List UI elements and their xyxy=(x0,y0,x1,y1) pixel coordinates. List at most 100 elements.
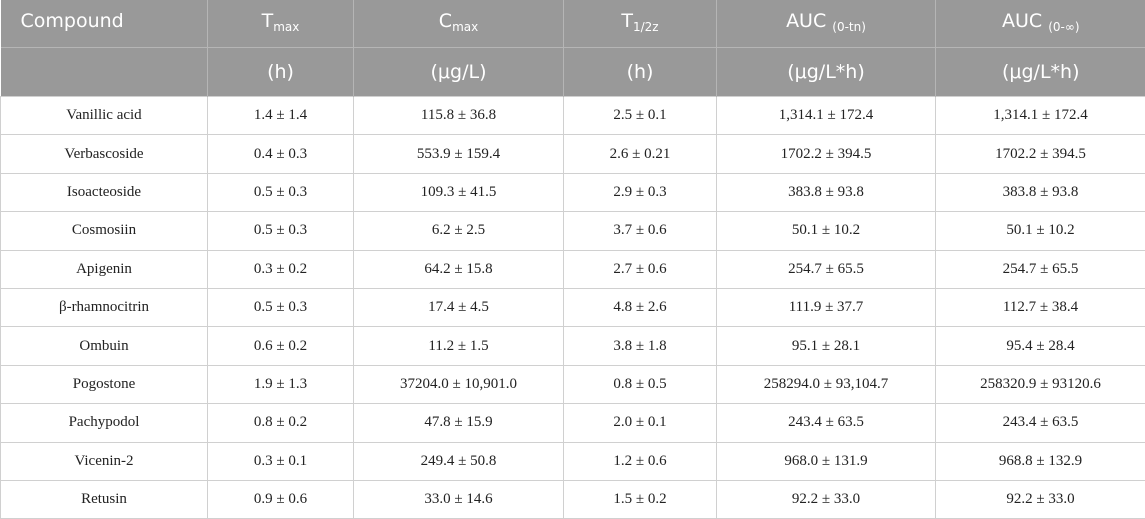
column-title: AUC xyxy=(786,10,827,32)
column-header: AUC (0-tn) xyxy=(716,0,936,48)
value-cell: 95.1 ± 28.1 xyxy=(716,326,936,366)
column-title: T xyxy=(261,10,274,32)
value-cell: 258320.9 ± 93120.6 xyxy=(935,364,1145,405)
column-header: Cmax xyxy=(353,0,564,48)
value-cell: 50.1 ± 10.2 xyxy=(716,211,936,251)
units-cell: (μg/L*h) xyxy=(935,47,1145,97)
column-header: Compound xyxy=(0,0,208,48)
column-subscript: (0-tn) xyxy=(832,20,866,34)
value-cell: 1.2 ± 0.6 xyxy=(563,441,717,481)
value-cell: 0.5 ± 0.3 xyxy=(207,172,354,213)
compound-cell: Isoacteoside xyxy=(0,172,208,213)
value-cell: 1702.2 ± 394.5 xyxy=(716,134,936,174)
column-title: T xyxy=(621,10,633,32)
units-cell: (μg/L) xyxy=(353,47,564,97)
value-cell: 115.8 ± 36.8 xyxy=(353,95,564,136)
compound-cell: Retusin xyxy=(0,479,208,519)
value-cell: 47.8 ± 15.9 xyxy=(353,403,564,443)
value-cell: 0.6 ± 0.2 xyxy=(207,326,354,366)
value-cell: 95.4 ± 28.4 xyxy=(935,326,1145,366)
value-cell: 50.1 ± 10.2 xyxy=(935,211,1145,251)
value-cell: 33.0 ± 14.6 xyxy=(353,479,564,519)
value-cell: 111.9 ± 37.7 xyxy=(716,287,936,328)
value-cell: 64.2 ± 15.8 xyxy=(353,249,564,289)
table-row: Pachypodol 0.8 ± 0.2 47.8 ± 15.9 2.0 ± 0.1 2… xyxy=(0,403,1145,443)
units-cell: (μg/L*h) xyxy=(716,47,936,97)
value-cell: 254.7 ± 65.5 xyxy=(935,249,1145,289)
value-cell: 3.7 ± 0.6 xyxy=(563,211,717,251)
value-cell: 112.7 ± 38.4 xyxy=(935,287,1145,328)
value-cell: 4.8 ± 2.6 xyxy=(563,287,717,328)
value-cell: 1,314.1 ± 172.4 xyxy=(716,95,936,136)
value-cell: 2.9 ± 0.3 xyxy=(563,172,717,213)
value-cell: 0.5 ± 0.3 xyxy=(207,287,354,328)
value-cell: 383.8 ± 93.8 xyxy=(935,172,1145,213)
column-header: AUC (0-∞) xyxy=(935,0,1145,48)
value-cell: 2.5 ± 0.1 xyxy=(563,95,717,136)
compound-cell: Verbascoside xyxy=(0,134,208,174)
value-cell: 1.4 ± 1.4 xyxy=(207,95,354,136)
compound-cell: Pachypodol xyxy=(0,403,208,443)
table-row: Verbascoside 0.4 ± 0.3 553.9 ± 159.4 2.6 ± … xyxy=(0,134,1145,174)
value-cell: 11.2 ± 1.5 xyxy=(353,326,564,366)
table-row: Cosmosiin 0.5 ± 0.3 6.2 ± 2.5 3.7 ± 0.6 50.1… xyxy=(0,211,1145,251)
table-row: Apigenin 0.3 ± 0.2 64.2 ± 15.8 2.7 ± 0.6 254… xyxy=(0,249,1145,289)
units-cell xyxy=(0,47,208,97)
value-cell: 1,314.1 ± 172.4 xyxy=(935,95,1145,136)
value-cell: 17.4 ± 4.5 xyxy=(353,287,564,328)
value-cell: 0.8 ± 0.2 xyxy=(207,403,354,443)
value-cell: 6.2 ± 2.5 xyxy=(353,211,564,251)
table-row: Retusin 0.9 ± 0.6 33.0 ± 14.6 1.5 ± 0.2 92.2… xyxy=(0,479,1145,519)
value-cell: 1.9 ± 1.3 xyxy=(207,364,354,405)
value-cell: 383.8 ± 93.8 xyxy=(716,172,936,213)
header-row: Compound Tmax Cmax T1/2z AUC (0-tn) AUC (0-∞) xyxy=(0,0,1145,48)
value-cell: 2.0 ± 0.1 xyxy=(563,403,717,443)
value-cell: 0.8 ± 0.5 xyxy=(563,364,717,405)
column-subscript: 1/2z xyxy=(632,20,659,34)
value-cell: 553.9 ± 159.4 xyxy=(353,134,564,174)
value-cell: 0.4 ± 0.3 xyxy=(207,134,354,174)
value-cell: 0.9 ± 0.6 xyxy=(207,479,354,519)
compound-cell: Vicenin-2 xyxy=(0,441,208,481)
column-header: Tmax xyxy=(207,0,354,48)
value-cell: 109.3 ± 41.5 xyxy=(353,172,564,213)
table-row: β-rhamnocitrin 0.5 ± 0.3 17.4 ± 4.5 4.8 ± 2… xyxy=(0,287,1145,328)
table-row: Isoacteoside 0.5 ± 0.3 109.3 ± 41.5 2.9 ± 0… xyxy=(0,172,1145,213)
value-cell: 968.8 ± 132.9 xyxy=(935,441,1145,481)
value-cell: 258294.0 ± 93,104.7 xyxy=(716,364,936,405)
column-title: AUC xyxy=(1001,10,1043,32)
compound-cell: Apigenin xyxy=(0,249,208,289)
column-header: T1/2z xyxy=(563,0,717,48)
compound-cell: Ombuin xyxy=(0,326,208,366)
table-row: Vicenin-2 0.3 ± 0.1 249.4 ± 50.8 1.2 ± 0.6 9… xyxy=(0,441,1145,481)
value-cell: 254.7 ± 65.5 xyxy=(716,249,936,289)
value-cell: 243.4 ± 63.5 xyxy=(716,403,936,443)
value-cell: 92.2 ± 33.0 xyxy=(716,479,936,519)
table-row: Vanillic acid 1.4 ± 1.4 115.8 ± 36.8 2.5 ± … xyxy=(0,95,1145,136)
compound-cell: Vanillic acid xyxy=(0,95,208,136)
table-row: Ombuin 0.6 ± 0.2 11.2 ± 1.5 3.8 ± 1.8 95.1 ±… xyxy=(0,326,1145,366)
compound-cell: β-rhamnocitrin xyxy=(0,287,208,328)
value-cell: 1702.2 ± 394.5 xyxy=(935,134,1145,174)
table-header: Compound Tmax Cmax T1/2z AUC (0-tn) AUC (0-∞)… xyxy=(0,0,1145,97)
table-row: Pogostone 1.9 ± 1.3 37204.0 ± 10,901.0 0.8 … xyxy=(0,364,1145,405)
value-cell: 2.6 ± 0.21 xyxy=(563,134,717,174)
column-title: C xyxy=(438,10,453,32)
value-cell: 249.4 ± 50.8 xyxy=(353,441,564,481)
value-cell: 0.3 ± 0.1 xyxy=(207,441,354,481)
value-cell: 968.0 ± 131.9 xyxy=(716,441,936,481)
value-cell: 2.7 ± 0.6 xyxy=(563,249,717,289)
value-cell: 243.4 ± 63.5 xyxy=(935,403,1145,443)
compound-cell: Cosmosiin xyxy=(0,211,208,251)
value-cell: 0.3 ± 0.2 xyxy=(207,249,354,289)
value-cell: 37204.0 ± 10,901.0 xyxy=(353,364,564,405)
compound-cell: Pogostone xyxy=(0,364,208,405)
value-cell: 92.2 ± 33.0 xyxy=(935,479,1145,519)
column-subscript: (0-∞) xyxy=(1048,20,1080,34)
units-cell: (h) xyxy=(563,47,717,97)
value-cell: 3.8 ± 1.8 xyxy=(563,326,717,366)
table-body: Vanillic acid 1.4 ± 1.4 115.8 ± 36.8 2.5 ± … xyxy=(0,95,1145,519)
units-cell: (h) xyxy=(207,47,354,97)
